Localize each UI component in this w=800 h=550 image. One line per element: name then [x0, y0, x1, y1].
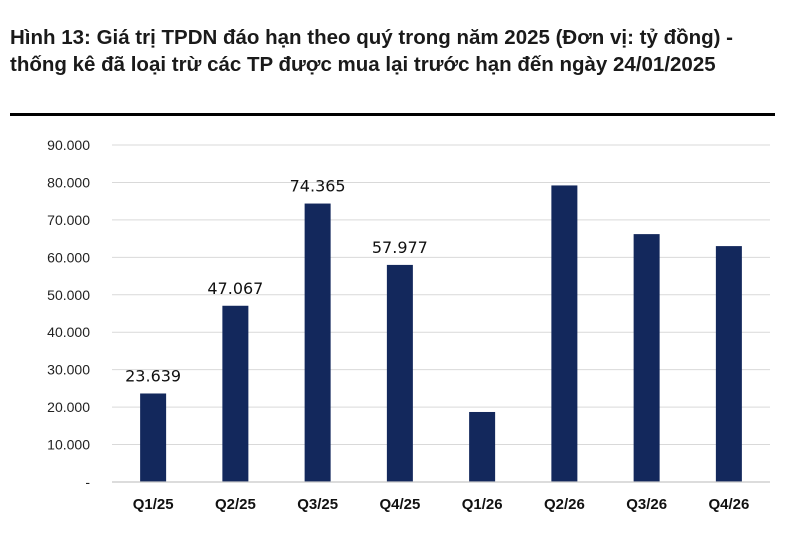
- y-tick-label: 30.000: [47, 362, 90, 378]
- x-axis: Q1/25 Q2/25 Q3/25 Q4/25 Q1/26 Q2/26 Q3/26 Q4/26: [112, 481, 770, 513]
- bar-q2-26: [551, 185, 578, 482]
- y-tick-label: 40.000: [47, 324, 90, 340]
- x-tick-label: Q4/26: [708, 496, 749, 513]
- x-tick-label: Q4/25: [379, 496, 420, 513]
- bar-q2-25: [222, 305, 249, 482]
- data-label: 57.977: [372, 238, 428, 257]
- bar-q1-25: [140, 393, 167, 482]
- x-tick-label: Q1/26: [462, 496, 503, 513]
- bar-q4-25: [386, 264, 413, 482]
- x-tick-label: Q3/25: [297, 496, 338, 513]
- data-label: 74.365: [290, 177, 346, 196]
- x-tick-label: Q1/25: [133, 496, 174, 513]
- y-tick-label: 60.000: [47, 249, 90, 265]
- data-label: 47.067: [207, 279, 263, 298]
- gridlines: [112, 144, 770, 446]
- y-axis-ticks: - 10.000 20.000 30.000 40.000 50.000 60.000 70.…: [47, 137, 90, 490]
- bar-q1-26: [469, 411, 496, 482]
- y-tick-label: 20.000: [47, 399, 90, 415]
- x-tick-label: Q2/26: [544, 496, 585, 513]
- y-tick-label: 90.000: [47, 137, 90, 153]
- chart-title: Hình 13: Giá trị TPDN đáo hạn theo quý t…: [10, 26, 734, 76]
- bar-q4-26: [715, 246, 742, 482]
- y-tick-label: 10.000: [47, 437, 90, 453]
- y-tick-label: -: [85, 474, 90, 490]
- x-tick-label: Q2/25: [215, 496, 256, 513]
- bar-q3-26: [633, 234, 660, 482]
- y-tick-label: 70.000: [47, 212, 90, 228]
- x-tick-label: Q3/26: [626, 496, 667, 513]
- bar-q3-25: [304, 203, 331, 483]
- y-tick-label: 50.000: [47, 287, 90, 303]
- title-underline: [10, 113, 775, 116]
- data-labels: 23.639 47.067 74.365 57.977: [125, 177, 428, 386]
- data-label: 23.639: [125, 366, 181, 385]
- y-tick-label: 80.000: [47, 174, 90, 190]
- bars: [140, 185, 742, 483]
